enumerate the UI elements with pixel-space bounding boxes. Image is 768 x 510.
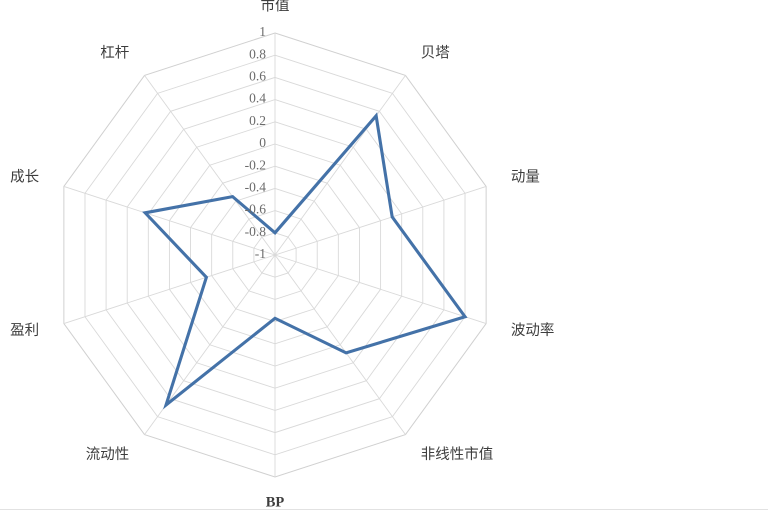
radial-tick-label: 0.8 [249,46,266,61]
radial-tick-label: -0.2 [245,157,266,172]
axis-spoke [274,254,487,325]
axis-spoke [63,254,276,325]
category-label-9: 杠杆 [100,45,129,62]
spoke-layer [63,33,487,477]
radial-tick-label: -1 [255,246,266,261]
category-label-2: 动量 [511,169,540,186]
axis-spoke [274,254,406,435]
series-layer [142,112,468,410]
radial-tick-label: -0.6 [245,202,267,217]
category-label-1: 贝塔 [421,45,450,62]
category-label-8: 成长 [10,169,39,186]
category-label-0: 市值 [261,0,290,14]
category-label-4: 非线性市值 [421,446,494,463]
category-label-3: 波动率 [511,322,555,339]
series-polygon [142,112,468,410]
radial-tick-label: 0.6 [249,68,266,83]
axis-spoke [274,185,487,256]
axis-spoke [63,185,276,256]
radial-tick-labels: 1 0.8 0.6 0.4 0.2 0 -0.2 -0.4 -0.6 -0.8 -1 [245,24,267,261]
radial-tick-label: -0.4 [245,179,267,194]
category-label-6: 流动性 [86,446,130,463]
radial-tick-label: 1 [259,24,266,39]
radial-tick-label: 0.4 [249,91,266,106]
axis-spoke [144,75,276,256]
axis-spoke [274,75,406,256]
category-label-7: 盈利 [10,322,39,339]
radial-tick-label: 0 [259,135,266,150]
radial-tick-label: -0.8 [245,224,267,239]
category-label-5: BP [266,494,285,510]
radial-tick-label: 0.2 [249,113,266,128]
